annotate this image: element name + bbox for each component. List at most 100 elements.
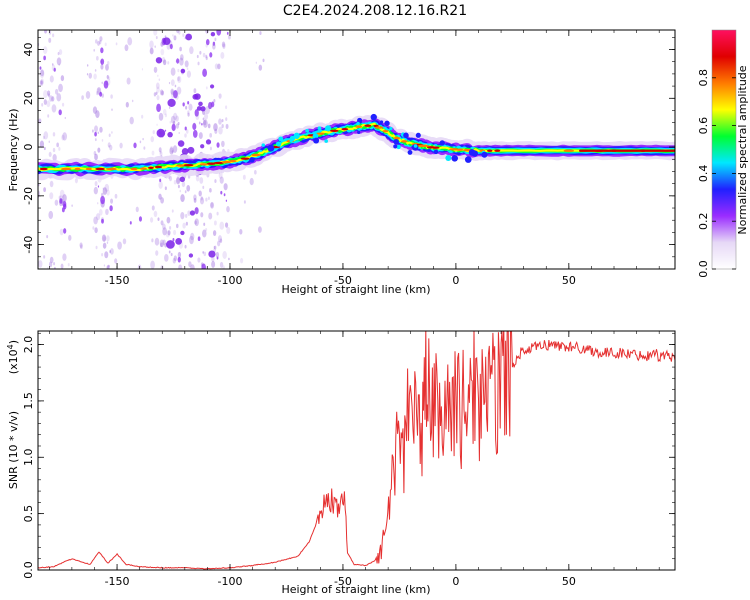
noise-speck — [105, 208, 109, 216]
noise-speck — [102, 187, 105, 190]
noise-speck — [258, 226, 262, 233]
spectrogram-x-tick-label: 0 — [452, 274, 459, 287]
noise-speck — [49, 192, 54, 200]
noise-blob — [200, 106, 206, 112]
noise-speck — [220, 52, 225, 59]
noise-speck — [101, 234, 107, 242]
ridge-core-blob — [563, 149, 575, 152]
noise-speck — [207, 196, 210, 201]
noise-blob — [179, 176, 186, 183]
noise-speck — [41, 103, 44, 107]
noise-speck — [205, 197, 208, 202]
noise-speck — [58, 109, 62, 116]
noise-speck — [158, 78, 161, 81]
noise-speck — [178, 264, 183, 269]
noise-speck — [205, 43, 208, 48]
noise-speck — [143, 146, 146, 150]
noise-speck — [164, 186, 167, 191]
ridge-speck — [357, 117, 363, 123]
noise-speck — [103, 264, 106, 267]
noise-speck — [49, 180, 54, 188]
noise-speck — [226, 226, 231, 235]
ridge-speck — [325, 125, 332, 132]
noise-speck — [111, 131, 113, 134]
noise-speck — [190, 264, 195, 269]
noise-speck — [43, 131, 49, 140]
noise-speck — [106, 241, 109, 245]
noise-speck — [158, 181, 163, 189]
noise-speck — [38, 118, 42, 124]
noise-speck — [43, 55, 46, 61]
noise-speck — [194, 218, 199, 227]
noise-speck — [152, 130, 155, 135]
noise-speck — [207, 123, 211, 129]
noise-speck — [216, 256, 219, 260]
noise-speck — [179, 189, 182, 193]
noise-speck — [186, 70, 192, 78]
noise-speck — [54, 266, 56, 269]
noise-blob — [208, 250, 216, 258]
spectrogram-y-tick-label: 40 — [22, 43, 35, 57]
noise-speck — [97, 88, 100, 93]
noise-speck — [225, 105, 228, 110]
noise-speck — [157, 217, 160, 221]
noise-speck — [102, 187, 108, 195]
ridge-core-blob — [39, 167, 48, 171]
noise-speck — [129, 221, 132, 225]
noise-speck — [194, 109, 199, 117]
noise-speck — [205, 39, 210, 46]
noise-speck — [53, 261, 56, 266]
snr-ticks: -150 -100 -50 0 50 0.0 0.5 1.0 1.5 2.0 — [22, 331, 675, 588]
colorbar-tick-label: 0.0 — [697, 260, 710, 278]
noise-speck — [95, 110, 100, 119]
noise-speck — [225, 117, 228, 121]
noise-speck — [185, 105, 188, 110]
noise-speck — [100, 47, 104, 54]
ridge-core-blob — [494, 149, 501, 152]
ridge-core-blob — [251, 153, 261, 157]
snr-x-tick-label: 0 — [452, 575, 459, 588]
noise-speck — [184, 60, 189, 68]
snr-y-axis-label: SNR (10 * v/v) — [7, 411, 20, 489]
noise-speck — [47, 114, 50, 118]
ridge-speck — [445, 155, 452, 162]
noise-speck — [40, 69, 45, 77]
noise-speck — [182, 222, 186, 229]
noise-blob — [166, 240, 175, 249]
noise-speck — [202, 229, 207, 238]
noise-speck — [186, 67, 189, 71]
noise-speck — [58, 83, 63, 93]
noise-speck — [68, 234, 72, 241]
noise-speck — [40, 80, 43, 85]
noise-speck — [92, 106, 98, 114]
noise-speck — [199, 197, 205, 205]
noise-speck — [48, 210, 54, 220]
noise-blob — [156, 128, 166, 138]
noise-speck — [213, 245, 216, 249]
noise-speck — [201, 122, 203, 126]
noise-speck — [199, 177, 204, 184]
spectrogram-panel: -150 -100 -50 0 50 -40 -20 0 20 40 Height of stra… — [7, 29, 676, 296]
snr-frame — [37, 330, 676, 571]
colorbar-tick-label: 0.2 — [697, 212, 710, 230]
noise-speck — [203, 251, 207, 257]
noise-speck — [43, 146, 46, 151]
noise-speck — [98, 209, 103, 216]
ridge-core-blob — [341, 127, 349, 131]
noise-speck — [93, 48, 96, 52]
noise-speck — [223, 183, 228, 191]
noise-speck — [67, 263, 70, 267]
noise-speck — [202, 119, 208, 128]
noise-speck — [168, 175, 173, 182]
noise-speck — [170, 89, 175, 96]
noise-speck — [107, 142, 111, 148]
noise-speck — [187, 101, 190, 105]
noise-speck — [61, 102, 65, 107]
noise-speck — [97, 185, 100, 188]
noise-speck — [194, 220, 197, 225]
noise-speck — [49, 75, 54, 83]
ridge-core-blob — [364, 124, 372, 127]
noise-blob — [181, 148, 189, 155]
ridge-core-blob — [213, 161, 224, 165]
snr-x-axis-label: Height of straight line (km) — [281, 583, 430, 596]
